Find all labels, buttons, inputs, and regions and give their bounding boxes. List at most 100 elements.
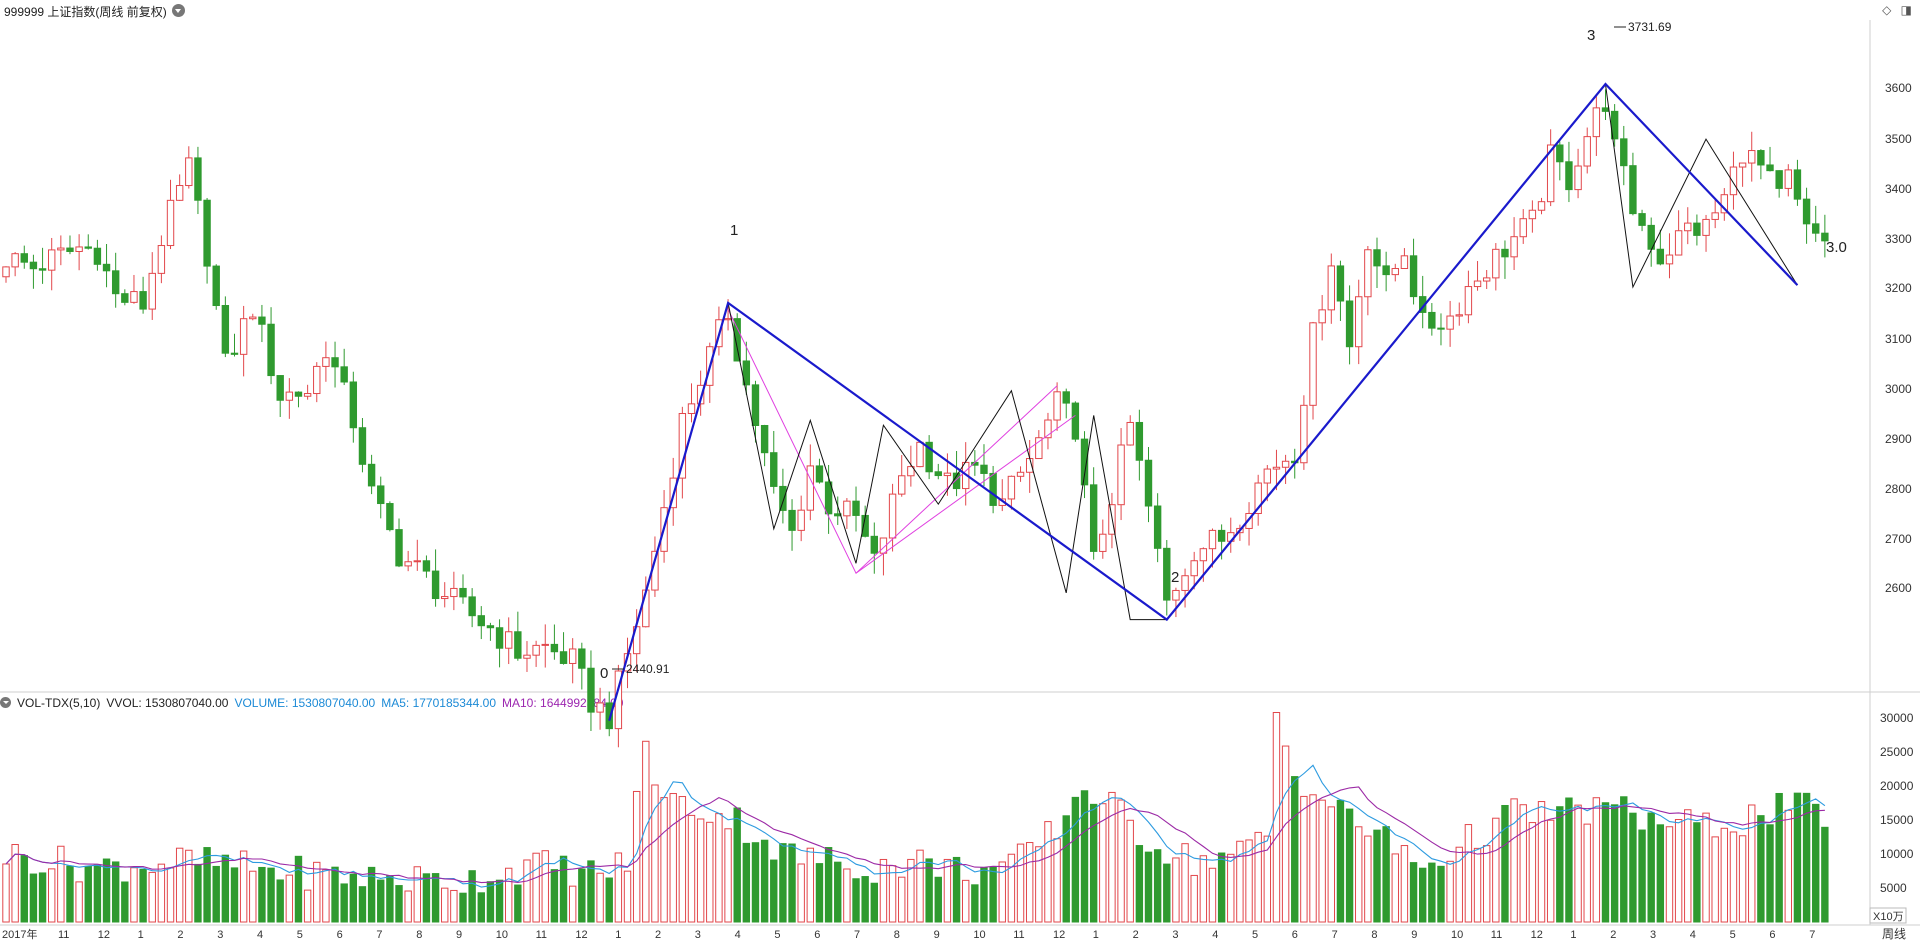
volume-tick-label: 5000 — [1880, 881, 1907, 895]
volume-bar — [815, 863, 824, 923]
candle-body — [1446, 315, 1454, 330]
volume-bar — [724, 828, 732, 923]
volume-dropdown-icon[interactable] — [0, 697, 11, 708]
volume-bar — [477, 892, 485, 923]
candle-body — [1355, 296, 1363, 348]
time-tick-label: 6 — [337, 929, 343, 941]
candle-body — [843, 500, 851, 517]
volume-bar — [1629, 812, 1637, 923]
volume-indicator-name: VOL-TDX(5,10) — [17, 696, 101, 710]
candle-body — [486, 625, 495, 629]
volume-bar — [1501, 804, 1509, 923]
period-label[interactable]: 周线 — [1882, 927, 1906, 941]
candle-body — [1592, 107, 1601, 138]
candle-body — [468, 596, 476, 617]
candle-body — [1473, 280, 1482, 288]
candle-body — [422, 560, 431, 572]
volume-bar — [1345, 808, 1354, 923]
candle-body — [1016, 471, 1025, 477]
candle-body — [724, 318, 732, 321]
volume-bar — [340, 883, 348, 923]
candle-body — [1674, 230, 1683, 256]
title-dropdown-icon[interactable] — [172, 4, 185, 17]
volume-bar — [20, 855, 28, 923]
volume-bar — [367, 866, 376, 923]
time-tick-label: 11 — [58, 929, 69, 941]
volume-bar — [696, 818, 705, 923]
volume-bar — [185, 849, 193, 923]
candle-body — [1080, 438, 1089, 486]
candle-body — [760, 424, 769, 454]
volume-tick-label: 30000 — [1880, 711, 1914, 725]
candle-body — [1455, 314, 1463, 317]
candle-body — [1382, 265, 1390, 276]
time-tick-label: 8 — [894, 929, 900, 941]
volume-bar — [678, 796, 687, 923]
candle-body — [1163, 547, 1171, 601]
volume-bar — [1546, 819, 1555, 923]
volume-bar — [605, 877, 613, 923]
candle-body — [532, 644, 540, 656]
volume-bar — [587, 860, 595, 923]
volume-bar — [1428, 862, 1436, 923]
volume-bar — [706, 821, 714, 923]
candle-body — [989, 472, 997, 506]
volume-unit-box — [1869, 907, 1907, 924]
volume-bar — [1199, 855, 1208, 923]
volume-bar — [1720, 827, 1729, 923]
volume-bar — [358, 886, 367, 923]
volume-bar — [898, 876, 906, 923]
diamond-icon[interactable]: ◇ — [1882, 3, 1892, 17]
volume-bar — [1738, 835, 1747, 923]
ma10-line — [5, 786, 1825, 884]
candle-body — [395, 529, 403, 567]
volume-bar — [212, 865, 220, 923]
time-tick-label: 1 — [615, 929, 621, 941]
candle-body — [1821, 232, 1829, 242]
window-icon[interactable]: ◨ — [1900, 3, 1912, 17]
volume-bar — [1748, 804, 1756, 923]
candle-body — [322, 357, 330, 367]
volume-bar — [1007, 853, 1016, 923]
candle-body — [888, 493, 897, 539]
volume-bar — [1583, 823, 1591, 923]
volume-tick-label: 20000 — [1880, 779, 1914, 793]
candle-body — [541, 643, 549, 646]
volume-bar — [824, 847, 833, 923]
volume-bar — [395, 885, 403, 923]
candle-body — [1565, 161, 1573, 191]
volume-bar — [1382, 826, 1390, 923]
candle-body — [1318, 309, 1326, 324]
volume-bar — [1620, 796, 1628, 923]
time-tick-label: 6 — [1769, 929, 1775, 941]
volume-bar — [102, 858, 111, 923]
candle-body — [2, 266, 10, 278]
volume-bar-series — [2, 712, 1829, 923]
time-tick-label: 5 — [297, 929, 303, 941]
volume-bar — [1135, 845, 1144, 923]
volume-tick-label: 15000 — [1880, 813, 1914, 827]
candle-body — [1391, 268, 1399, 276]
time-tick-label: 11 — [1013, 929, 1024, 941]
volume-bar — [194, 863, 202, 923]
volume-bar — [468, 870, 476, 923]
candle-body — [943, 472, 952, 477]
volume-bar — [1565, 797, 1573, 923]
ma5-line — [5, 764, 1826, 888]
candle-body — [102, 263, 111, 272]
volume-bar — [386, 875, 394, 923]
candle-body — [1400, 255, 1409, 270]
volume-bar — [413, 866, 422, 923]
volume-bar — [1163, 863, 1171, 923]
candle-body — [1172, 589, 1180, 601]
time-tick-label: 12 — [1531, 929, 1543, 941]
candle-body — [1693, 222, 1701, 236]
volume-bar — [148, 871, 156, 923]
time-tick-label: 11 — [1491, 929, 1502, 941]
volume-bar — [1656, 824, 1665, 923]
price-tick-label: 2700 — [1885, 532, 1912, 546]
volume-bar — [75, 881, 83, 923]
time-tick-label: 3 — [695, 929, 701, 941]
